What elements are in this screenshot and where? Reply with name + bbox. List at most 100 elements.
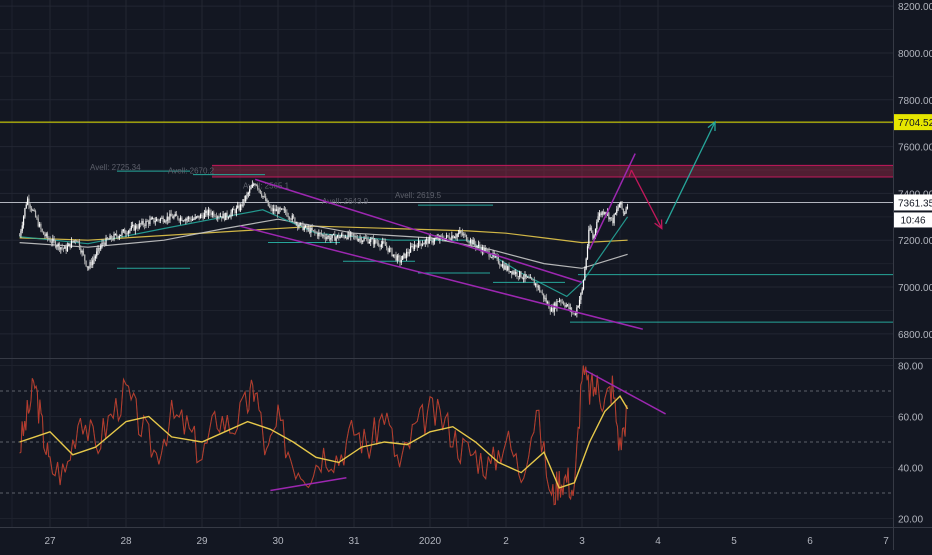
trendline[interactable]	[239, 225, 643, 330]
candle-body	[521, 277, 523, 279]
candle-body	[46, 233, 49, 238]
candle-body	[190, 218, 192, 221]
candle-body	[443, 239, 445, 241]
candle-body	[473, 239, 476, 245]
candle-body	[554, 303, 557, 308]
oscillator-fast-line	[19, 365, 628, 506]
candle-body	[523, 278, 525, 280]
projection-arrow[interactable]	[665, 121, 716, 225]
candle-body	[372, 238, 374, 245]
candle-body	[26, 198, 29, 205]
candle-body	[476, 245, 478, 248]
candle-body	[189, 217, 191, 219]
candle-body	[564, 304, 566, 307]
candle-body	[420, 243, 422, 246]
candle-body	[288, 217, 291, 220]
candle-body	[622, 208, 625, 214]
candle-body	[138, 223, 140, 229]
candle-body	[535, 283, 537, 286]
candle-body	[98, 247, 100, 250]
candle-body	[625, 208, 627, 214]
candle-body	[352, 233, 355, 236]
price-pane[interactable]: Avell: 2725.34 Avell: 2670.2 Avell: 2619.5…	[0, 120, 893, 330]
candle-body	[358, 239, 360, 241]
oscillator-signal-line	[19, 394, 629, 489]
candle-body	[355, 235, 357, 239]
candle-body	[465, 234, 468, 241]
candle-body	[267, 200, 269, 207]
candle-body	[121, 231, 123, 235]
candle-body	[339, 236, 341, 239]
candle-body	[100, 246, 102, 250]
candle-body	[513, 271, 515, 274]
countdown-tag-label: 10:46	[900, 215, 925, 226]
candle-body	[412, 246, 414, 250]
arrow-head	[654, 219, 663, 230]
candles[interactable]	[19, 180, 629, 318]
candle-body	[394, 254, 396, 256]
oscillator-trendline[interactable]	[270, 476, 347, 492]
candle-body	[525, 274, 527, 278]
candle-body	[255, 184, 257, 186]
candle-body	[120, 234, 122, 237]
candle-body	[149, 219, 151, 225]
candle-body	[101, 242, 103, 247]
candle-body	[286, 212, 288, 217]
candle-body	[42, 231, 45, 235]
key-level-tag-label: 7704.52	[898, 118, 932, 129]
candle-body	[283, 209, 285, 211]
candle-body	[278, 207, 280, 214]
candle-body	[517, 276, 519, 277]
candle-body	[328, 236, 331, 240]
trendline[interactable]	[588, 153, 636, 250]
candle-body	[390, 248, 392, 250]
candle-body	[451, 235, 453, 240]
candle-body	[312, 230, 315, 232]
candle-body	[323, 234, 325, 238]
candle-body	[226, 212, 228, 218]
time-tick-label: 31	[348, 536, 360, 547]
candle-body	[292, 215, 295, 218]
candle-body	[543, 293, 545, 299]
candle-body	[302, 223, 304, 231]
candle-body	[392, 254, 394, 257]
candle-body	[445, 235, 448, 239]
candle-body	[453, 237, 456, 239]
projection-arrow[interactable]	[630, 169, 663, 229]
candle-body	[311, 227, 313, 231]
candle-body	[431, 237, 433, 243]
candle-body	[463, 234, 465, 236]
candle-body	[400, 259, 402, 263]
candle-body	[516, 271, 518, 277]
oscillator-pane[interactable]	[0, 365, 893, 506]
candle-body	[561, 301, 563, 303]
candle-body	[128, 230, 130, 234]
candle-body	[116, 234, 118, 237]
candle-body	[154, 221, 156, 223]
trendline[interactable]	[254, 178, 583, 284]
candle-body	[411, 246, 413, 248]
candle-body	[294, 217, 296, 224]
candle-body	[30, 207, 33, 211]
candle-body	[157, 219, 159, 220]
candle-body	[177, 216, 179, 220]
candle-body	[215, 216, 218, 218]
time-tick-label: 4	[655, 536, 661, 547]
candle-body	[148, 221, 150, 225]
last-price-tag-label: 7361.35	[898, 198, 932, 209]
candle-body	[536, 283, 538, 288]
candle-body	[531, 277, 533, 280]
candle-body	[78, 241, 81, 249]
candle-body	[512, 271, 514, 275]
arrow-head	[707, 120, 716, 132]
candle-body	[137, 228, 139, 229]
candle-body	[387, 247, 389, 252]
candle-body	[38, 223, 41, 227]
candle-body	[65, 246, 67, 252]
candle-body	[145, 220, 147, 226]
candle-body	[187, 217, 190, 219]
candle-body	[432, 241, 434, 243]
oscillator-trendline[interactable]	[585, 369, 666, 415]
